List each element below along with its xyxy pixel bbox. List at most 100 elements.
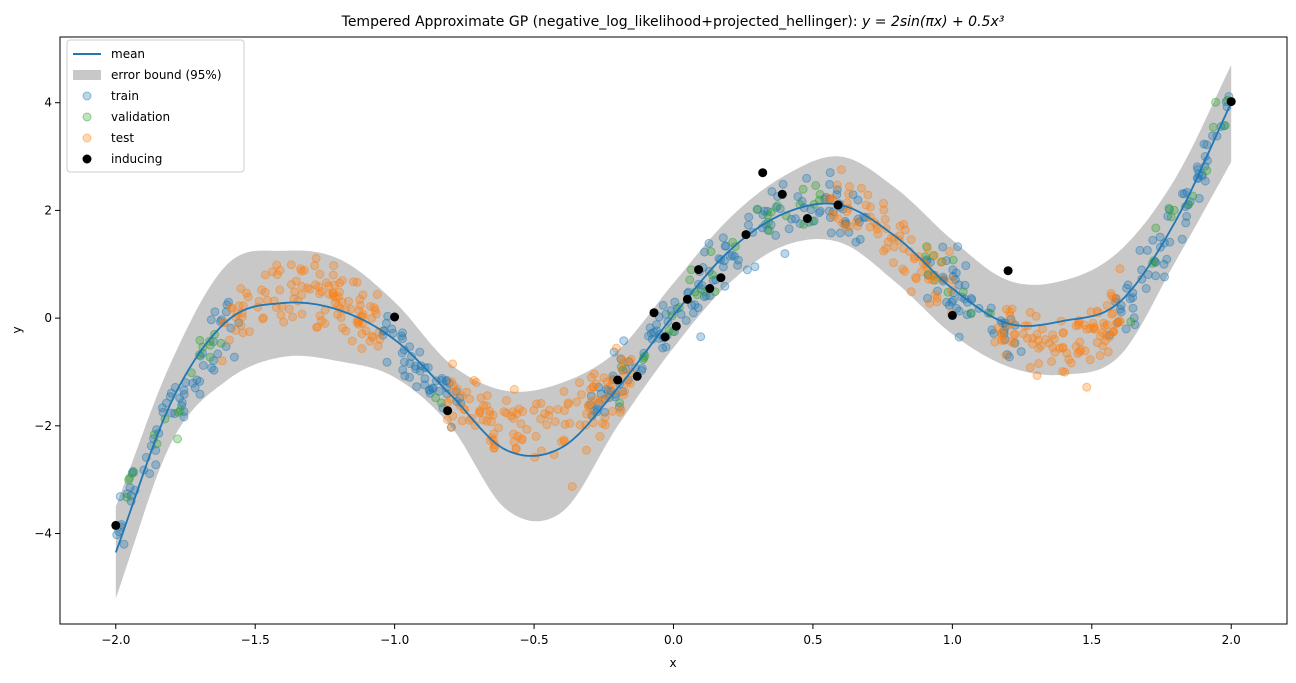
point-train xyxy=(786,214,796,224)
error-band xyxy=(115,65,1232,599)
point-train xyxy=(708,275,718,285)
point-test xyxy=(939,274,949,284)
legend-swatch-validation xyxy=(82,112,92,122)
point-test xyxy=(597,395,607,405)
x-tick-label: 1.5 xyxy=(1082,633,1101,647)
legend-swatch-band xyxy=(73,70,101,80)
y-axis-label: y xyxy=(10,326,24,333)
point-test xyxy=(272,270,282,279)
point-train xyxy=(1165,237,1175,247)
chart-title: Tempered Approximate GP (negative_log_li… xyxy=(341,14,1005,30)
legend-label-validation: validation xyxy=(111,110,170,124)
point-train xyxy=(424,386,434,395)
point-train xyxy=(399,345,409,355)
point-validation xyxy=(921,252,930,262)
point-train xyxy=(762,206,772,216)
point-train xyxy=(618,387,628,396)
point-train xyxy=(1004,352,1014,362)
point-test xyxy=(1033,335,1043,345)
point-test xyxy=(449,381,459,391)
point-test xyxy=(589,369,599,379)
point-test xyxy=(338,323,348,333)
point-test xyxy=(591,395,601,405)
point-validation xyxy=(798,184,808,194)
point-test xyxy=(465,394,475,404)
point-train xyxy=(1143,270,1153,280)
point-train xyxy=(190,383,200,393)
point-train xyxy=(721,241,731,251)
point-test xyxy=(516,419,526,429)
point-train xyxy=(645,323,655,333)
point-test xyxy=(916,267,926,277)
point-validation xyxy=(205,352,215,362)
point-test xyxy=(611,343,621,353)
point-test xyxy=(243,292,253,302)
point-train xyxy=(234,318,244,328)
point-test xyxy=(1074,347,1084,357)
point-test xyxy=(365,336,375,346)
point-train xyxy=(1128,303,1138,313)
point-train xyxy=(179,407,189,416)
point-test xyxy=(531,431,541,441)
point-test xyxy=(369,303,379,313)
point-test xyxy=(275,285,285,295)
point-train xyxy=(727,250,737,260)
point-validation xyxy=(174,407,183,417)
point-test xyxy=(576,390,586,400)
x-axis: −2.0 −1.5 −1.0 −0.5 0.0 0.5 1.0 1.5 2.0 xyxy=(101,624,1241,647)
point-validation xyxy=(685,275,695,285)
point-test xyxy=(482,391,492,401)
point-train xyxy=(1162,254,1172,264)
point-test xyxy=(1019,329,1028,339)
point-test xyxy=(993,323,1003,333)
point-test xyxy=(544,405,554,415)
point-test xyxy=(1010,330,1020,340)
point-test xyxy=(588,382,598,392)
point-test xyxy=(1009,338,1019,348)
point-test xyxy=(485,409,495,419)
point-test xyxy=(227,303,237,313)
point-validation xyxy=(173,434,182,444)
point-train xyxy=(1128,293,1138,303)
point-test xyxy=(1107,309,1117,319)
point-test xyxy=(944,247,954,256)
point-train xyxy=(743,220,753,230)
point-test xyxy=(367,331,377,341)
point-train xyxy=(923,270,933,280)
point-train xyxy=(802,173,812,183)
point-train xyxy=(962,310,972,320)
point-train xyxy=(672,304,682,314)
point-test xyxy=(999,335,1009,345)
point-test xyxy=(1032,329,1042,339)
point-test xyxy=(925,270,935,280)
point-test xyxy=(1108,327,1118,337)
point-train xyxy=(1199,139,1209,149)
point-test xyxy=(1096,331,1105,341)
point-test xyxy=(297,281,307,291)
point-test xyxy=(572,397,582,407)
point-train xyxy=(840,216,850,226)
point-test xyxy=(1058,328,1068,338)
point-test xyxy=(1098,328,1107,337)
point-test xyxy=(489,429,499,439)
inducing-point xyxy=(1003,266,1013,276)
point-validation xyxy=(1164,203,1174,213)
point-test xyxy=(254,296,264,306)
point-train xyxy=(824,206,834,216)
legend-swatch-inducing xyxy=(82,154,92,164)
point-train xyxy=(179,385,189,395)
point-test xyxy=(1066,358,1076,368)
point-train xyxy=(1177,234,1187,244)
point-test xyxy=(922,243,932,253)
point-train xyxy=(681,316,691,325)
point-train xyxy=(815,206,825,216)
point-train xyxy=(455,393,465,403)
point-test xyxy=(865,222,875,232)
point-test xyxy=(591,379,601,389)
point-train xyxy=(966,309,976,319)
point-test xyxy=(511,443,521,453)
point-train xyxy=(388,328,398,338)
point-test xyxy=(559,435,569,445)
point-test xyxy=(997,329,1007,339)
